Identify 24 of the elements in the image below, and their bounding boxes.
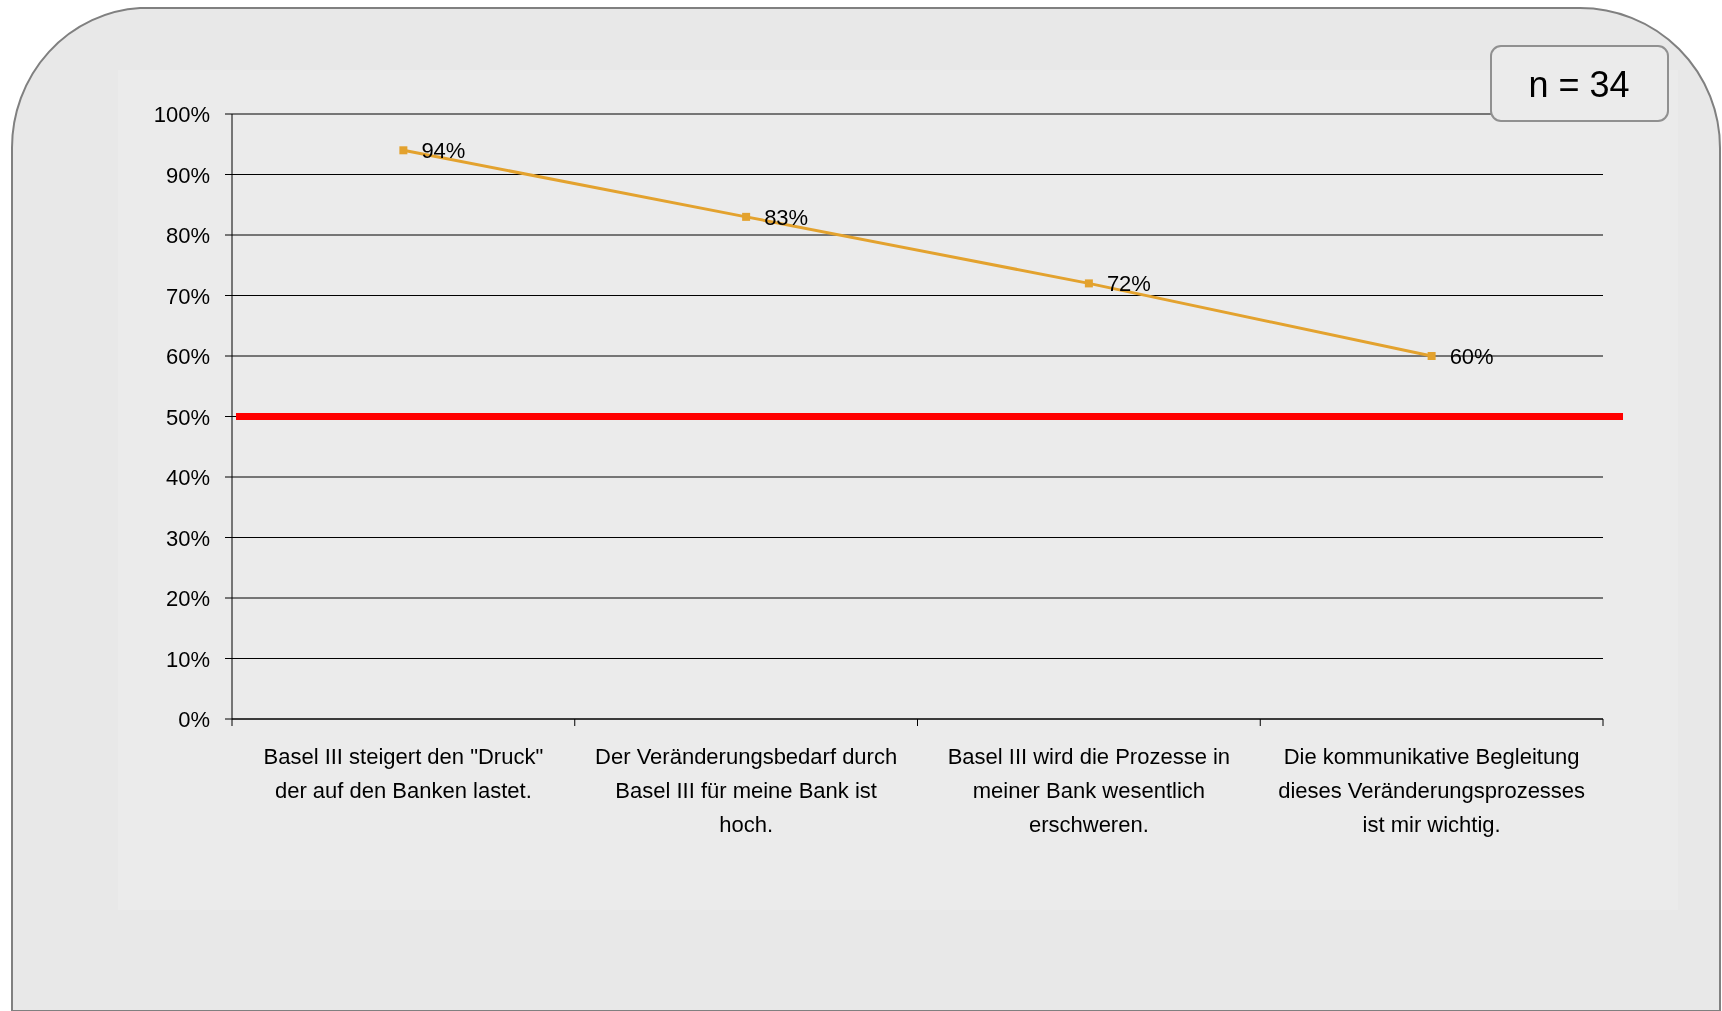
point — [1427, 352, 1436, 360]
y-tick-label: 30% — [165, 525, 210, 551]
text: 60% — [1449, 344, 1494, 369]
x-tick-label: Der Veränderungsbedarf durch Basel III für meine Bank ist hoch. — [595, 744, 898, 837]
y-tick-label: 40% — [165, 465, 210, 490]
text: 83% — [764, 204, 809, 230]
y-tick-label: 60% — [165, 344, 210, 369]
text: 94% — [421, 138, 466, 164]
y-tick-label: 0% — [178, 707, 210, 732]
y-tick-label: 10% — [165, 646, 210, 672]
point — [399, 146, 408, 155]
y-tick-label: 20% — [165, 586, 210, 611]
text: n = 34 — [1528, 64, 1630, 105]
x-tick-label: Basel III wird die Prozesse in meiner Bank wesentlich erschweren. — [947, 744, 1231, 837]
y-tick-label: 90% — [165, 162, 210, 188]
point — [742, 212, 751, 221]
y-tick-label: 80% — [165, 223, 210, 248]
y-tick-label: 70% — [165, 283, 210, 309]
y-tick-label: 50% — [165, 404, 210, 430]
x-tick-label: Die kommunikative Begleitung dieses Veränderungsprozesses ist mir wichtig. — [1278, 744, 1586, 837]
text: 72% — [1106, 271, 1151, 297]
point — [1084, 279, 1093, 288]
y-tick-label: 100% — [153, 102, 210, 127]
x-tick-label: Basel III steigert den "Druck" der auf den Banken lastet. — [263, 744, 544, 803]
